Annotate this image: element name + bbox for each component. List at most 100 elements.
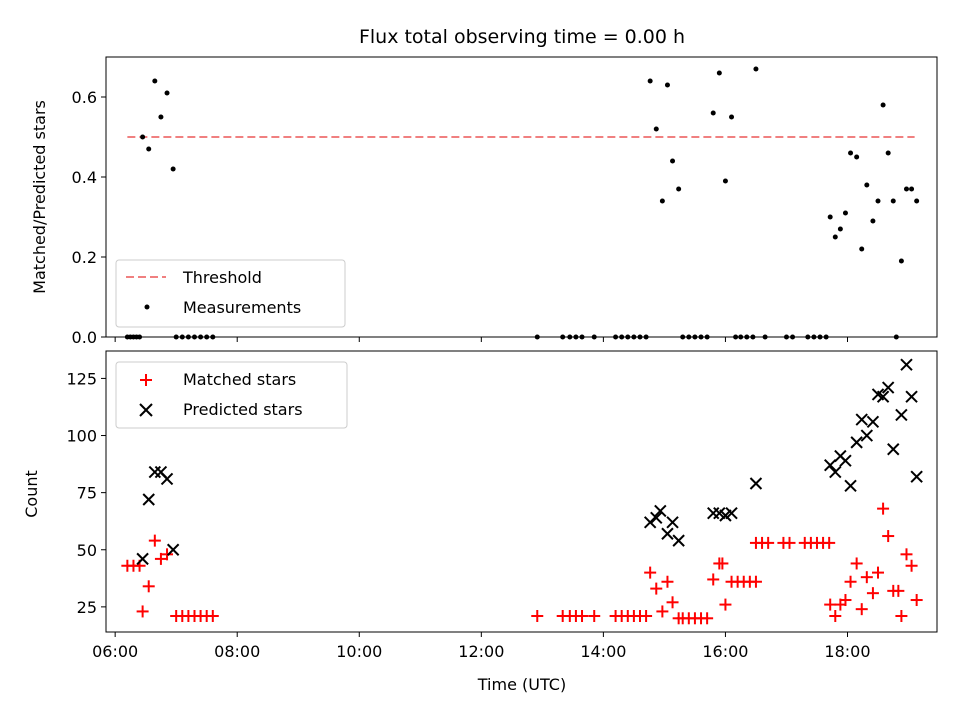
bottom-y-tick-label: 75 xyxy=(77,484,97,503)
matched-star-point xyxy=(531,610,544,623)
predicted-star-point xyxy=(650,511,663,524)
predicted-star-point xyxy=(142,493,155,506)
measurement-point xyxy=(676,186,682,192)
predicted-star-point xyxy=(881,381,895,394)
x-tick-label: 14:00 xyxy=(580,642,626,661)
measurement-point xyxy=(140,134,146,140)
measurement-point xyxy=(664,82,670,88)
legend-measurements-label: Measurements xyxy=(183,298,301,317)
measurement-point xyxy=(722,178,728,184)
predicted-star-point xyxy=(860,429,874,442)
measurement-point xyxy=(659,198,665,204)
predicted-star-point xyxy=(855,413,868,426)
matched-star-point xyxy=(136,605,149,618)
predicted-star-point xyxy=(148,465,162,479)
x-axis-label: Time (UTC) xyxy=(477,675,566,694)
measurement-point xyxy=(898,258,904,264)
predicted-star-point xyxy=(661,527,674,540)
matched-star-point xyxy=(829,610,842,623)
predicted-star-point xyxy=(654,504,667,518)
measurement-point xyxy=(158,114,164,120)
predicted-star-point xyxy=(749,477,763,490)
predicted-star-point xyxy=(839,454,852,467)
matched-star-point xyxy=(640,610,653,623)
predicted-star-point xyxy=(707,506,720,520)
top-y-tick-label: 0.4 xyxy=(72,168,97,187)
x-tick-label: 08:00 xyxy=(214,642,260,661)
measurement-point xyxy=(832,234,838,240)
legend-matched-label: Matched stars xyxy=(183,370,296,389)
matched-star-point xyxy=(148,534,161,547)
matched-star-point xyxy=(701,612,714,625)
x-tick-label: 18:00 xyxy=(824,642,870,661)
measurement-point xyxy=(880,102,886,108)
predicted-star-point xyxy=(725,506,738,520)
predicted-star-point xyxy=(136,552,149,566)
top-y-tick-label: 0.2 xyxy=(72,248,97,267)
measurement-point xyxy=(859,246,865,252)
measurement-point xyxy=(848,150,854,156)
predicted-star-point xyxy=(643,516,657,529)
measurement-point xyxy=(837,226,843,232)
matched-star-point xyxy=(656,605,669,618)
bottom-plot-frame xyxy=(105,350,938,633)
x-tick-label: 10:00 xyxy=(336,642,382,661)
bottom-plot: 25 50 75 100 125 06:00 08:00 10:00 12:00 14:00 16… xyxy=(22,350,938,694)
predicted-star-point xyxy=(829,465,842,479)
matched-star-point xyxy=(783,536,796,549)
predicted-star-point xyxy=(910,470,923,483)
matched-star-point xyxy=(154,552,167,565)
x-tick-label: 16:00 xyxy=(702,642,748,661)
matched-star-point xyxy=(823,536,836,549)
matched-star-point xyxy=(716,557,729,570)
measurement-point xyxy=(729,114,735,120)
predicted-star-point xyxy=(823,459,837,472)
matched-star-point xyxy=(762,536,775,549)
matched-star-point xyxy=(707,573,720,586)
measurement-point xyxy=(885,150,891,156)
bottom-y-tick-label: 25 xyxy=(77,598,97,617)
matched-star-point xyxy=(895,610,908,623)
predicted-star-point xyxy=(905,390,918,403)
predicted-star-point xyxy=(672,534,685,547)
measurement-point xyxy=(670,158,676,164)
legend-measurements-swatch xyxy=(144,304,150,310)
measurement-point xyxy=(653,126,659,132)
matched-star-point xyxy=(882,530,895,543)
predicted-star-point xyxy=(844,479,857,492)
top-plot-frame xyxy=(105,56,938,338)
matched-star-point xyxy=(892,584,905,597)
matched-star-points xyxy=(121,502,923,625)
predicted-star-point xyxy=(887,443,900,456)
matched-star-point xyxy=(910,594,923,607)
matched-star-point xyxy=(142,580,155,593)
predicted-star-point xyxy=(900,358,913,371)
predicted-star-point xyxy=(850,436,863,449)
bottom-y-axis: 25 50 75 100 125 xyxy=(66,369,106,617)
matched-star-point xyxy=(866,587,879,600)
matched-star-point xyxy=(719,598,732,611)
matched-star-point xyxy=(844,575,857,588)
measurement-point xyxy=(710,110,716,116)
bottom-y-tick-label: 50 xyxy=(77,541,97,560)
matched-star-point xyxy=(749,575,762,588)
legend-predicted-swatch xyxy=(139,403,153,417)
measurement-point xyxy=(890,198,896,204)
measurement-point xyxy=(909,186,915,192)
matched-star-point xyxy=(161,548,174,561)
top-legend-box xyxy=(115,259,346,328)
measurement-point xyxy=(914,198,920,204)
predicted-star-point xyxy=(866,415,880,429)
bottom-y-tick-label: 125 xyxy=(66,369,97,388)
bottom-x-axis: 06:00 08:00 10:00 12:00 14:00 16:00 18:00 xyxy=(92,632,871,661)
predicted-star-points xyxy=(136,358,923,566)
measurement-point xyxy=(903,186,909,192)
matched-star-point xyxy=(206,610,219,623)
chart-title: Flux total observing time = 0.00 h xyxy=(359,26,685,48)
predicted-star-point xyxy=(160,472,174,486)
matched-star-point xyxy=(666,596,679,609)
x-tick-label: 12:00 xyxy=(458,642,504,661)
matched-star-point xyxy=(905,559,918,572)
measurement-point xyxy=(842,210,848,216)
